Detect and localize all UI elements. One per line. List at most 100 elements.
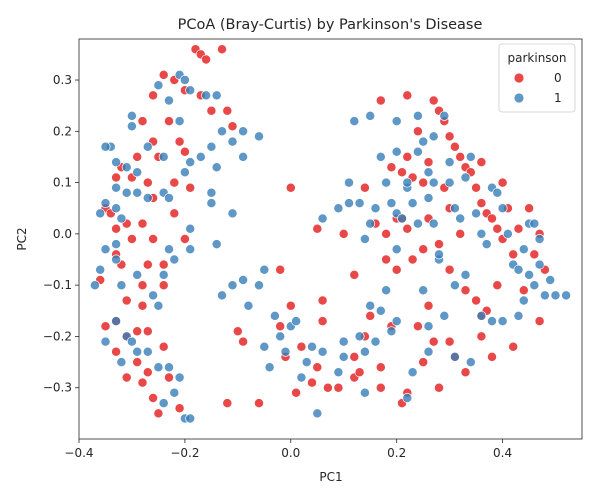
data-point (148, 393, 159, 403)
data-point (169, 177, 180, 188)
data-point (402, 223, 413, 234)
data-point (497, 177, 508, 188)
data-point (359, 234, 370, 244)
data-point (375, 95, 386, 106)
data-point (434, 239, 444, 250)
data-point (243, 300, 254, 311)
data-point (465, 151, 476, 162)
series-1 (89, 69, 572, 424)
data-point (412, 110, 423, 121)
data-point (534, 316, 545, 327)
data-point (111, 316, 122, 327)
data-point (142, 326, 153, 337)
data-point (222, 105, 233, 116)
data-point (259, 341, 270, 352)
data-point (206, 141, 217, 152)
data-point (285, 300, 296, 311)
data-point (111, 203, 122, 214)
data-point (132, 326, 143, 337)
data-point (365, 300, 376, 311)
data-point (217, 126, 227, 137)
data-point (386, 162, 397, 173)
data-point (423, 346, 434, 357)
data-point (428, 336, 439, 347)
legend-marker-0 (513, 72, 525, 84)
data-point (179, 167, 190, 178)
data-point (534, 234, 545, 244)
data-point (370, 203, 381, 214)
data-point (354, 198, 365, 209)
data-point (434, 249, 444, 260)
data-point (412, 321, 423, 332)
y-axis: −0.3 −0.2 −0.1 0.0 0.1 0.2 0.3 (43, 73, 79, 395)
data-point (307, 377, 317, 388)
data-point (137, 280, 148, 291)
data-point (381, 254, 392, 265)
data-point (428, 131, 439, 142)
points-layer (89, 44, 572, 424)
data-point (142, 259, 153, 270)
data-point (116, 357, 127, 368)
data-point (254, 280, 264, 291)
data-point (381, 228, 392, 239)
data-point (455, 151, 466, 162)
data-point (487, 351, 497, 362)
data-point (179, 146, 190, 157)
data-point (439, 110, 450, 121)
legend-marker-1 (513, 92, 525, 104)
data-point (100, 336, 111, 347)
data-point (423, 321, 434, 332)
legend: parkinson 0 1 (498, 43, 576, 113)
data-point (137, 218, 148, 229)
data-point (449, 280, 460, 291)
data-point (291, 387, 302, 398)
data-point (275, 321, 286, 332)
data-point (174, 372, 185, 383)
data-point (126, 110, 137, 121)
data-point (386, 198, 397, 209)
data-point (391, 116, 402, 127)
legend-label-1: 1 (554, 91, 562, 105)
data-point (137, 300, 148, 311)
data-point (397, 213, 407, 224)
data-point (365, 110, 376, 121)
data-point (444, 131, 455, 142)
x-axis-label: PC1 (319, 470, 342, 484)
data-point (227, 121, 238, 132)
data-point (476, 157, 487, 168)
data-point (227, 136, 238, 147)
data-point (95, 208, 106, 219)
data-point (132, 346, 143, 357)
data-point (158, 269, 169, 280)
data-point (142, 346, 153, 357)
data-point (359, 346, 370, 357)
data-point (460, 172, 471, 183)
data-point (322, 382, 333, 393)
data-point (449, 351, 460, 362)
data-point (407, 367, 418, 378)
data-point (211, 162, 222, 173)
data-point (370, 336, 381, 347)
data-point (211, 90, 222, 101)
data-point (201, 90, 212, 101)
data-point (365, 218, 376, 229)
data-point (391, 264, 402, 275)
data-point (465, 357, 476, 368)
data-point (100, 141, 111, 152)
x-tick-label: 0.4 (493, 446, 512, 460)
data-point (185, 413, 196, 424)
data-point (206, 187, 217, 198)
data-point (126, 336, 137, 347)
data-point (211, 239, 222, 250)
data-point (333, 382, 344, 393)
data-point (354, 331, 365, 342)
data-point (164, 95, 174, 106)
data-point (111, 182, 122, 193)
data-point (153, 408, 164, 419)
data-point (423, 157, 434, 168)
data-point (296, 372, 307, 383)
data-point (359, 387, 370, 398)
data-point (391, 244, 402, 255)
data-point (142, 193, 153, 203)
data-point (444, 157, 455, 168)
